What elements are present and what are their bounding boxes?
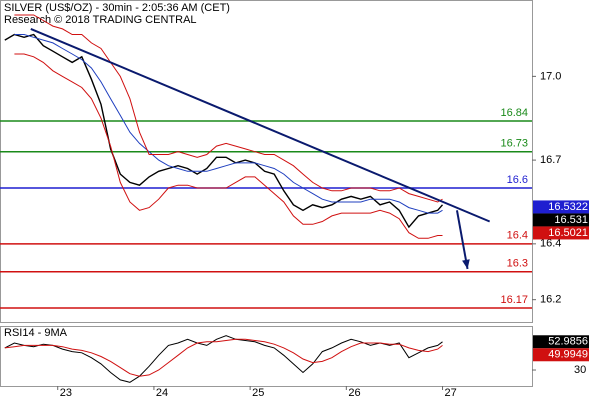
rsi-panel <box>0 326 533 387</box>
y-tick-label: 16.7 <box>540 154 561 166</box>
level-label: 16.4 <box>507 230 528 242</box>
x-tick-label: 25 <box>252 387 264 399</box>
ma-line <box>14 34 443 214</box>
x-tick-label: 23 <box>60 387 72 399</box>
band-lower-line <box>14 53 443 239</box>
band-upper-line <box>14 14 443 203</box>
value-marker <box>533 335 589 349</box>
chart-title: SILVER (US$/OZ) - 30min - 2:05:36 AM (CE… <box>4 2 230 14</box>
level-label: 16.17 <box>500 294 528 306</box>
rsi-tick-label: 30 <box>574 364 586 376</box>
value-marker <box>533 348 589 362</box>
value-marker-label: 52.9856 <box>548 336 588 348</box>
y-tick-label: 16.2 <box>540 294 561 306</box>
x-tick-label: 27 <box>445 387 457 399</box>
value-marker-label: 16.5021 <box>548 227 588 239</box>
arrow-head <box>462 259 470 269</box>
level-label: 16.3 <box>507 258 528 270</box>
chart-subtitle: Research © 2018 TRADING CENTRAL <box>4 14 197 26</box>
trendline <box>30 27 491 223</box>
value-marker <box>533 226 589 240</box>
value-marker-label: 16.531 <box>554 214 588 226</box>
y-tick-label: 16.4 <box>540 238 561 250</box>
signal-line <box>4 338 443 377</box>
level-label: 16.84 <box>500 107 528 119</box>
value-marker <box>533 200 589 214</box>
arrow <box>455 210 469 270</box>
rsi-title: RSI14 - 9MA <box>4 327 68 339</box>
value-marker-label: 16.5322 <box>548 201 588 213</box>
level-label: 16.6 <box>507 174 528 186</box>
rsi-line <box>4 335 443 383</box>
x-tick-label: 26 <box>348 387 360 399</box>
y-tick-label: 17.0 <box>540 70 561 82</box>
value-marker <box>533 213 589 227</box>
value-marker-label: 49.9949 <box>548 349 588 361</box>
level-label: 16.73 <box>500 138 528 150</box>
x-tick-label: 24 <box>156 387 168 399</box>
